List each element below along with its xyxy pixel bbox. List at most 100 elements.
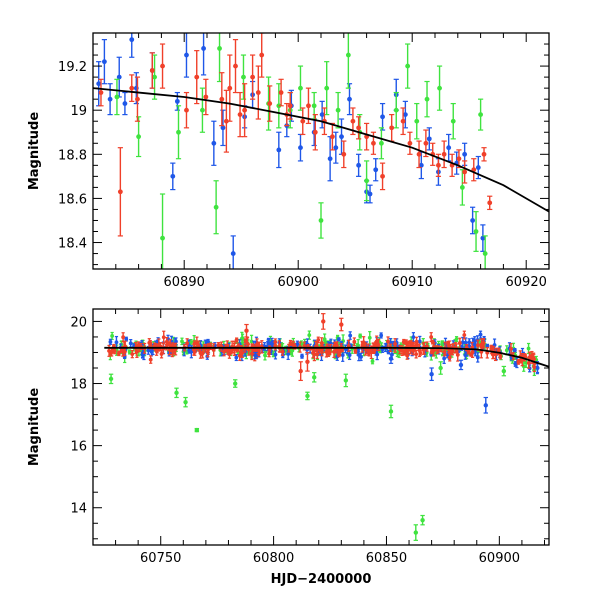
top-blue-point: [183, 33, 190, 78]
bottom-green-outlier: [413, 524, 419, 541]
top-red-point: [203, 78, 209, 116]
top-green-point: [478, 98, 484, 131]
data-point: [148, 357, 153, 362]
data-point: [292, 343, 297, 348]
data-point: [219, 96, 225, 102]
top-x-tick-label: 60910: [392, 275, 433, 290]
data-point: [148, 343, 153, 348]
bottom-red-point: [417, 343, 422, 358]
top-red-point: [227, 54, 233, 122]
top-blue-point: [426, 127, 432, 151]
top-red-point: [98, 78, 104, 107]
data-point: [367, 335, 372, 340]
data-point: [446, 145, 452, 151]
data-point: [335, 107, 341, 113]
top-y-tick-label: 18.6: [58, 192, 87, 207]
top-red-point: [267, 85, 273, 122]
data-point: [429, 372, 434, 377]
data-point: [161, 335, 166, 340]
bottom-red-outlier: [321, 313, 326, 330]
data-point: [201, 46, 206, 51]
data-point: [388, 356, 394, 361]
data-point: [276, 147, 282, 153]
top-blue-point: [129, 33, 135, 58]
data-point: [298, 368, 303, 374]
data-point: [287, 103, 293, 109]
bottom-red-point: [353, 348, 358, 354]
data-point: [429, 335, 434, 339]
bottom-blue-point: [124, 336, 129, 342]
bottom-green-point: [240, 333, 245, 344]
data-point: [526, 346, 531, 351]
data-point: [174, 98, 180, 104]
data-point: [326, 351, 331, 356]
data-point: [298, 145, 303, 151]
top-green-point: [297, 65, 304, 111]
data-point: [441, 151, 447, 157]
top-red-point: [223, 89, 229, 153]
data-point: [136, 134, 142, 140]
top-green-point: [345, 33, 351, 89]
data-point: [442, 356, 447, 361]
bottom-red-point: [404, 339, 409, 348]
bottom-green-outlier: [420, 514, 425, 526]
data-point: [243, 338, 248, 343]
data-point: [526, 361, 531, 365]
data-point: [146, 348, 151, 353]
top-green-point: [405, 43, 411, 89]
data-point: [205, 350, 210, 355]
data-point: [183, 399, 188, 405]
data-point: [233, 381, 238, 386]
data-point: [234, 355, 239, 360]
data-point: [373, 167, 379, 173]
bottom-green-outlier: [501, 365, 507, 377]
top-green-point: [175, 105, 182, 160]
data-point: [462, 333, 467, 337]
top-red-point: [379, 162, 386, 191]
data-point: [114, 340, 119, 345]
bottom-red-point: [447, 353, 452, 362]
top-green-point: [159, 193, 166, 269]
bottom-x-tick-label: 60850: [366, 551, 407, 566]
data-point: [388, 409, 394, 414]
data-point: [129, 85, 135, 91]
data-point: [513, 362, 518, 366]
data-point: [405, 63, 411, 69]
top-red-point: [389, 114, 395, 142]
bottom-green-point: [454, 336, 459, 343]
data-point: [119, 349, 124, 353]
data-point: [496, 348, 501, 352]
top-green-point: [450, 102, 456, 140]
data-point: [250, 74, 256, 80]
bottom-red-point: [462, 330, 467, 340]
data-point: [135, 96, 140, 102]
bottom-green-point: [127, 349, 132, 355]
bottom-red-outlier: [339, 317, 344, 332]
data-point: [270, 340, 274, 345]
data-point: [302, 344, 307, 348]
data-point: [450, 118, 456, 124]
top-blue-point: [101, 39, 107, 85]
top-blue-point: [276, 131, 282, 169]
top-red-point: [449, 153, 455, 177]
data-point: [184, 107, 189, 113]
data-point: [440, 340, 445, 345]
data-point: [318, 218, 324, 223]
bottom-blue-point: [467, 338, 472, 347]
data-point: [374, 339, 379, 344]
data-point: [184, 52, 189, 58]
data-point: [356, 343, 361, 348]
data-point: [346, 343, 351, 348]
bottom-green-outlier: [343, 373, 349, 388]
data-point: [222, 349, 226, 354]
bottom-red-point: [148, 355, 153, 364]
top-blue-point: [170, 162, 176, 191]
data-point: [160, 235, 165, 241]
data-point: [229, 349, 233, 354]
bottom-green-point: [367, 331, 372, 345]
bottom-blue-point: [300, 353, 304, 359]
data-point: [312, 129, 318, 135]
data-point: [532, 365, 537, 369]
top-red-point: [278, 78, 284, 107]
